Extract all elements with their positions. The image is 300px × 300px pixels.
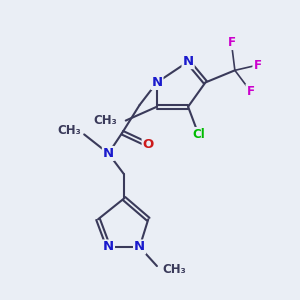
Text: CH₃: CH₃ — [93, 114, 117, 127]
Text: CH₃: CH₃ — [57, 124, 81, 137]
Text: N: N — [182, 55, 194, 68]
Text: Cl: Cl — [192, 128, 205, 141]
Text: N: N — [152, 76, 163, 89]
Text: CH₃: CH₃ — [162, 263, 186, 276]
Text: F: F — [247, 85, 254, 98]
Text: F: F — [227, 36, 236, 49]
Text: N: N — [103, 147, 114, 160]
Text: F: F — [254, 58, 261, 72]
Text: N: N — [103, 241, 114, 254]
Text: N: N — [134, 241, 145, 254]
Text: O: O — [142, 138, 154, 151]
